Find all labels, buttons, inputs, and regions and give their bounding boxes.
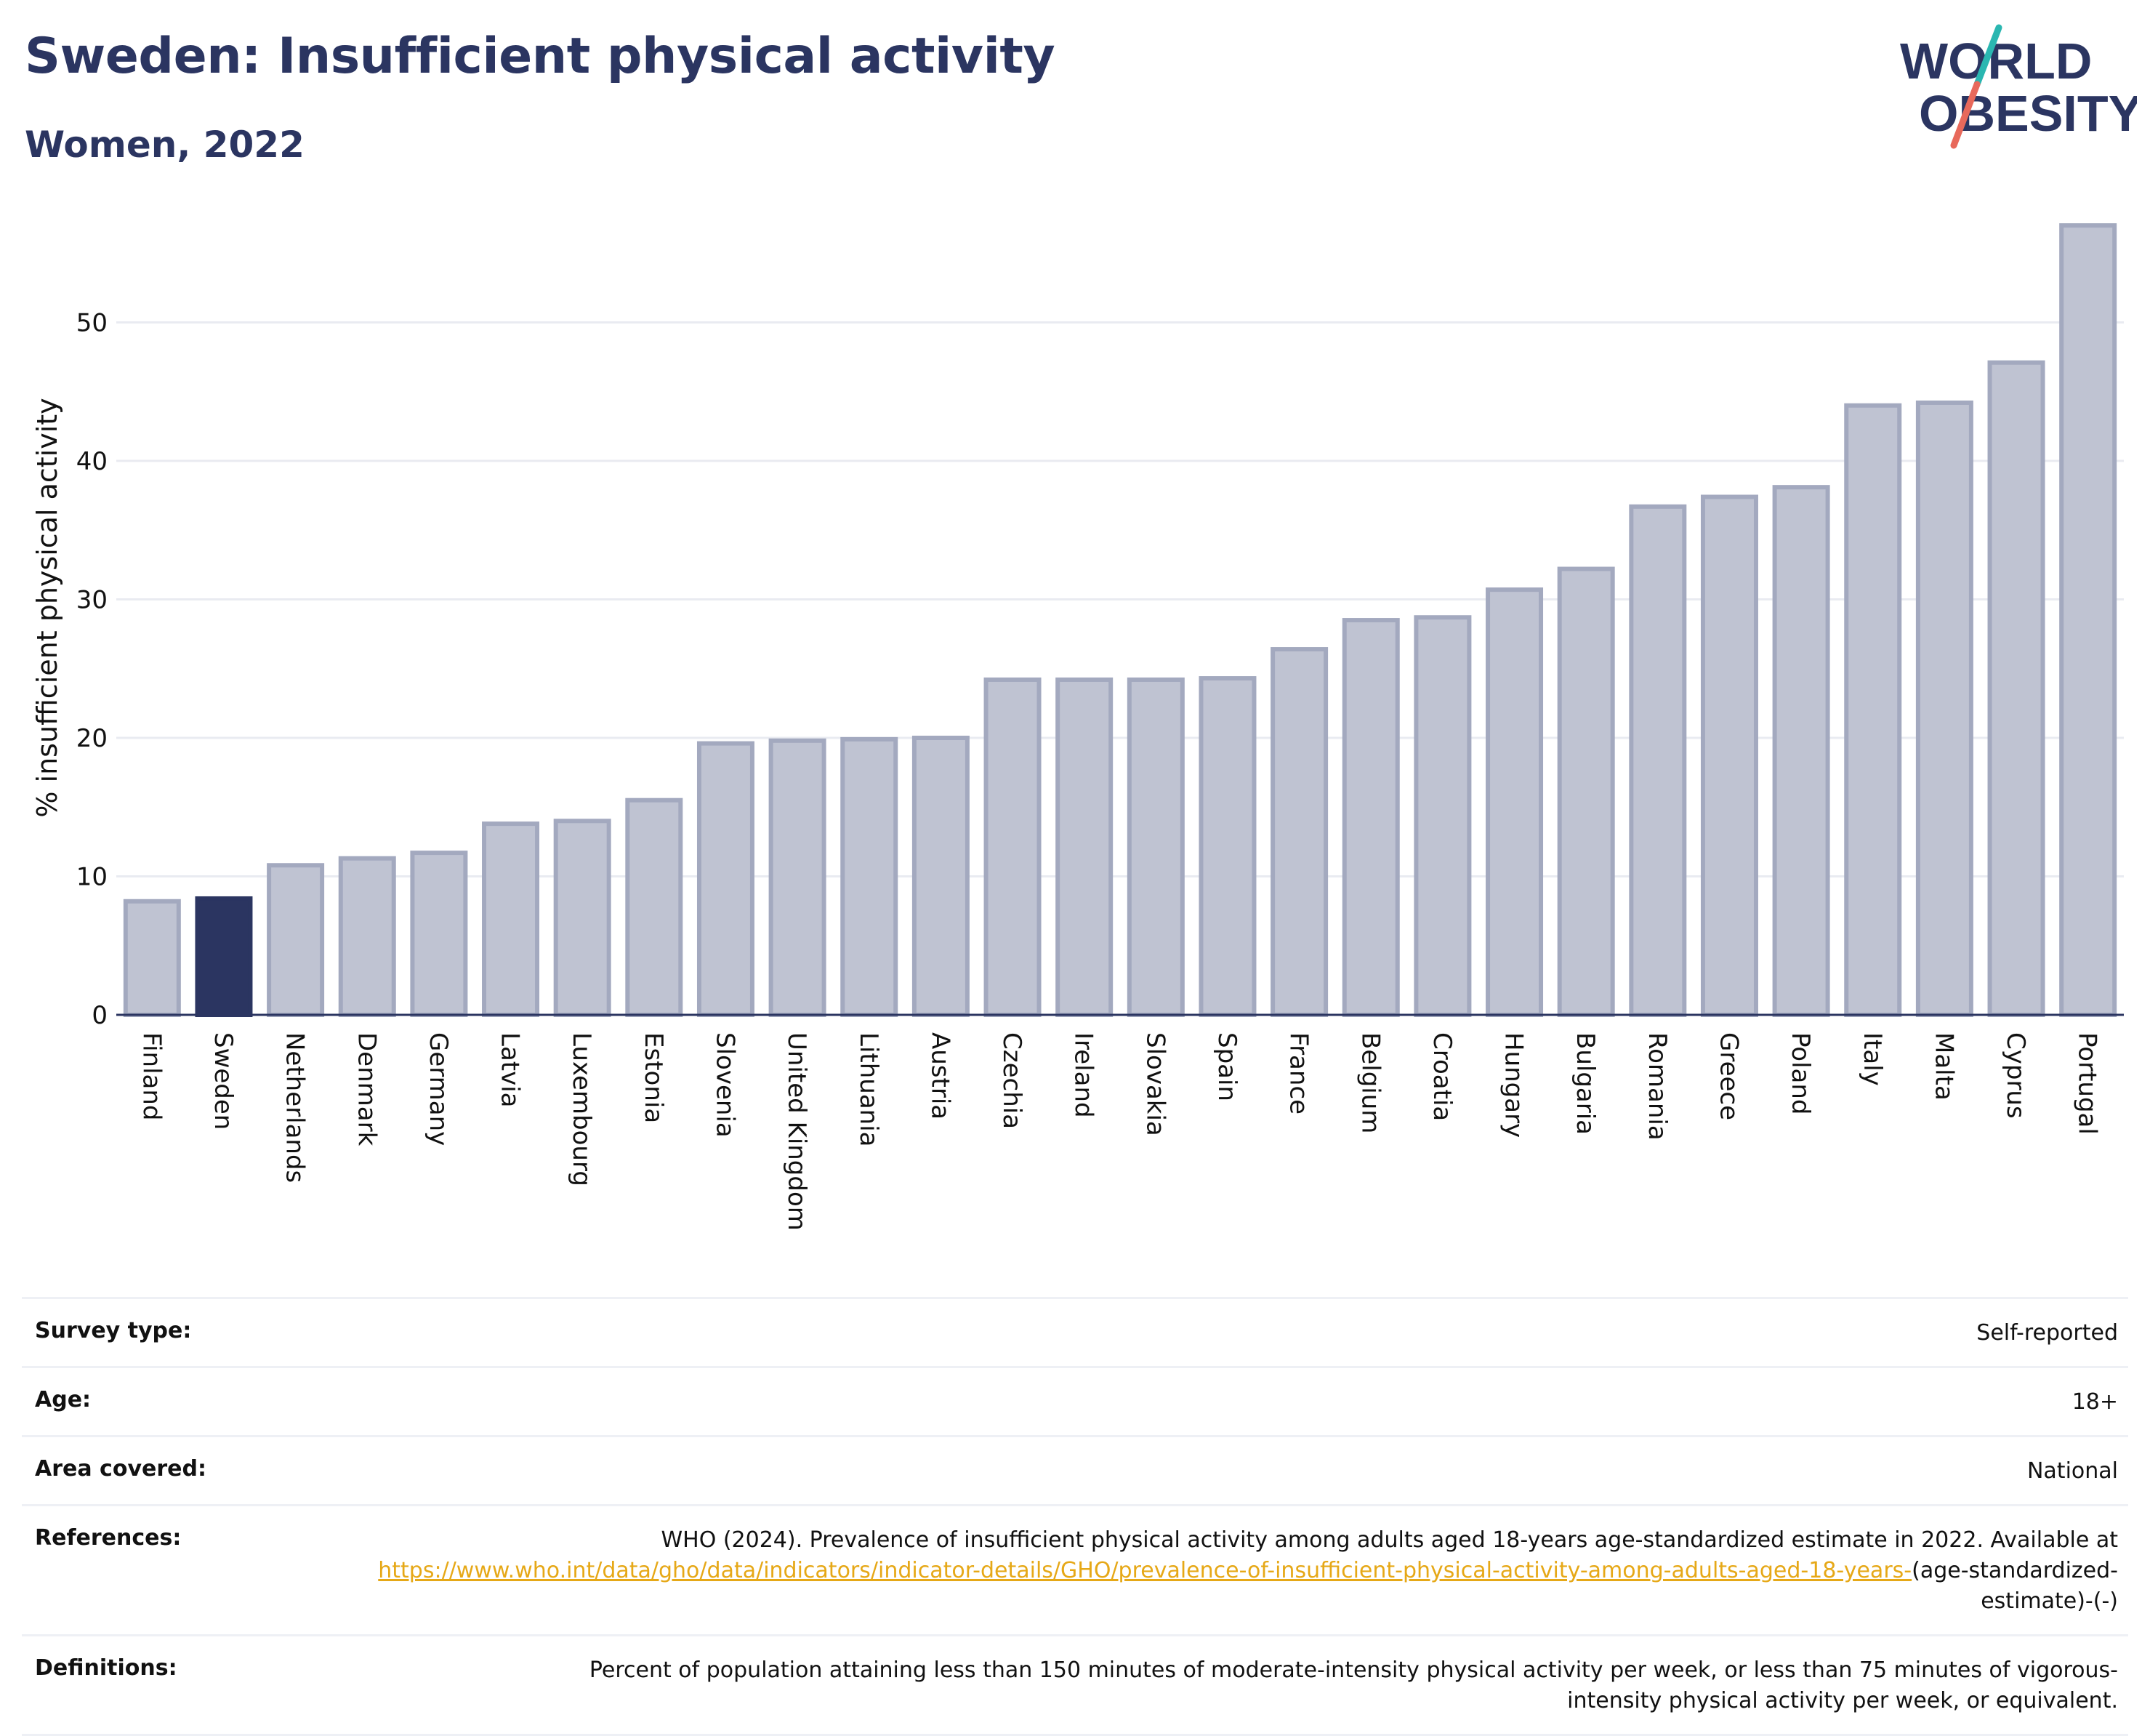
x-tick-label: Czechia	[997, 1032, 1026, 1129]
meta-value: Self-reported	[1976, 1320, 2118, 1346]
labels: 0 10 20 30 40 50 Finland Sweden Netherlands Denma…	[76, 308, 2102, 1230]
bar-sweden[interactable]	[195, 896, 253, 1018]
bar-romania[interactable]	[1629, 504, 1687, 1017]
meta-value: Percent of population attaining less tha…	[589, 1657, 2118, 1713]
meta-row-age: Age: 18+	[22, 1366, 2128, 1435]
x-tick-label: Ireland	[1069, 1032, 1098, 1118]
bar-malta[interactable]	[1915, 400, 1973, 1017]
bar-greece[interactable]	[1700, 494, 1758, 1017]
meta-key: Area covered:	[35, 1456, 206, 1482]
x-tick-label: Poland	[1786, 1032, 1815, 1115]
bar-czechia[interactable]	[983, 677, 1042, 1017]
meta-row-survey-type: Survey type: Self-reported	[22, 1297, 2128, 1366]
metadata-table: Survey type: Self-reported Age: 18+ Area…	[22, 1297, 2128, 1736]
y-tick-label: 30	[76, 585, 108, 614]
bar-italy[interactable]	[1844, 403, 1902, 1017]
x-tick-label: Greece	[1714, 1032, 1743, 1120]
meta-value: WHO (2024). Prevalence of insufficient p…	[340, 1525, 2118, 1617]
reference-suffix: (age-standardized-estimate)-(-)	[1912, 1558, 2118, 1614]
logo-line2: OBESITY	[1919, 85, 2137, 142]
bar-belgium[interactable]	[1342, 618, 1400, 1017]
logo-slash-coral	[1950, 81, 1981, 149]
x-tick-label: United Kingdom	[782, 1032, 811, 1231]
x-tick-label: Romania	[1643, 1032, 1672, 1141]
bar-ireland[interactable]	[1055, 677, 1114, 1017]
bar-spain[interactable]	[1199, 676, 1257, 1017]
bar-luxembourg[interactable]	[553, 819, 611, 1017]
bar-united-kingdom[interactable]	[768, 738, 826, 1017]
x-tick-label: Germany	[424, 1032, 453, 1146]
x-tick-label: Sweden	[209, 1032, 238, 1130]
x-tick-label: Slovenia	[710, 1032, 739, 1138]
x-tick-label: Netherlands	[281, 1032, 310, 1183]
bar-chart: 0 10 20 30 40 50 Finland Sweden Netherlands Denma…	[31, 223, 2124, 1231]
x-tick-label: Cyprus	[2001, 1032, 2030, 1119]
bars	[123, 223, 2117, 1018]
x-tick-label: Lithuania	[854, 1032, 883, 1146]
x-tick-label: Estonia	[639, 1032, 668, 1123]
bar-cyprus[interactable]	[1987, 360, 2045, 1017]
meta-key: Age:	[35, 1387, 92, 1412]
bar-germany[interactable]	[410, 851, 468, 1018]
x-tick-label: Malta	[1929, 1032, 1958, 1101]
x-tick-label: Portugal	[2073, 1032, 2102, 1135]
y-axis-title: % insufficient physical activity	[31, 398, 63, 817]
meta-key: References:	[35, 1525, 182, 1551]
reference-link[interactable]: https://www.who.int/data/gho/data/indica…	[378, 1558, 1912, 1583]
x-tick-label: Denmark	[352, 1032, 381, 1146]
meta-row-references: References: WHO (2024). Prevalence of in…	[22, 1504, 2128, 1634]
x-tick-label: Slovakia	[1140, 1032, 1169, 1136]
bar-austria[interactable]	[911, 735, 970, 1017]
x-tick-label: Belgium	[1356, 1032, 1385, 1133]
bar-estonia[interactable]	[625, 797, 683, 1018]
x-tick-label: Finland	[137, 1032, 166, 1121]
reference-text: WHO (2024). Prevalence of insufficient p…	[661, 1527, 2118, 1553]
world-obesity-logo: WORLD OBESITY	[1900, 24, 2137, 149]
meta-row-definitions: Definitions: Percent of population attai…	[22, 1634, 2128, 1736]
x-tick-label: Italy	[1858, 1032, 1887, 1086]
bar-croatia[interactable]	[1414, 615, 1472, 1017]
logo-slash-teal	[1973, 24, 2002, 88]
bar-finland[interactable]	[123, 899, 181, 1018]
x-tick-label: Hungary	[1499, 1032, 1529, 1138]
meta-row-area-covered: Area covered: National	[22, 1435, 2128, 1504]
y-tick-label: 10	[76, 862, 108, 891]
x-tick-label: Austria	[925, 1032, 954, 1120]
x-tick-label: Luxembourg	[567, 1032, 596, 1186]
bar-france[interactable]	[1271, 647, 1329, 1017]
page-subtitle: Women, 2022	[25, 124, 305, 166]
bar-latvia[interactable]	[482, 821, 540, 1017]
bar-lithuania[interactable]	[840, 736, 898, 1017]
x-tick-label: Croatia	[1428, 1032, 1457, 1121]
meta-key: Definitions:	[35, 1655, 177, 1681]
y-tick-label: 0	[92, 1001, 108, 1030]
y-tick-label: 20	[76, 724, 108, 753]
bar-hungary[interactable]	[1486, 587, 1544, 1017]
x-tick-label: France	[1284, 1032, 1313, 1114]
bar-slovenia[interactable]	[696, 741, 754, 1017]
x-tick-label: Bulgaria	[1571, 1032, 1600, 1135]
bar-bulgaria[interactable]	[1557, 566, 1615, 1017]
meta-value: 18+	[2072, 1389, 2118, 1415]
x-tick-label: Spain	[1212, 1032, 1241, 1101]
y-tick-label: 40	[76, 447, 108, 476]
bar-netherlands[interactable]	[267, 863, 325, 1017]
bar-poland[interactable]	[1772, 485, 1830, 1017]
y-tick-label: 50	[76, 308, 108, 337]
bar-slovakia[interactable]	[1127, 677, 1185, 1017]
meta-key: Survey type:	[35, 1318, 192, 1343]
bar-portugal[interactable]	[2059, 223, 2117, 1017]
meta-value: National	[2026, 1458, 2118, 1484]
x-tick-label: Latvia	[496, 1032, 525, 1108]
page-title: Sweden: Insufficient physical activity	[25, 28, 1055, 85]
bar-denmark[interactable]	[338, 856, 396, 1018]
